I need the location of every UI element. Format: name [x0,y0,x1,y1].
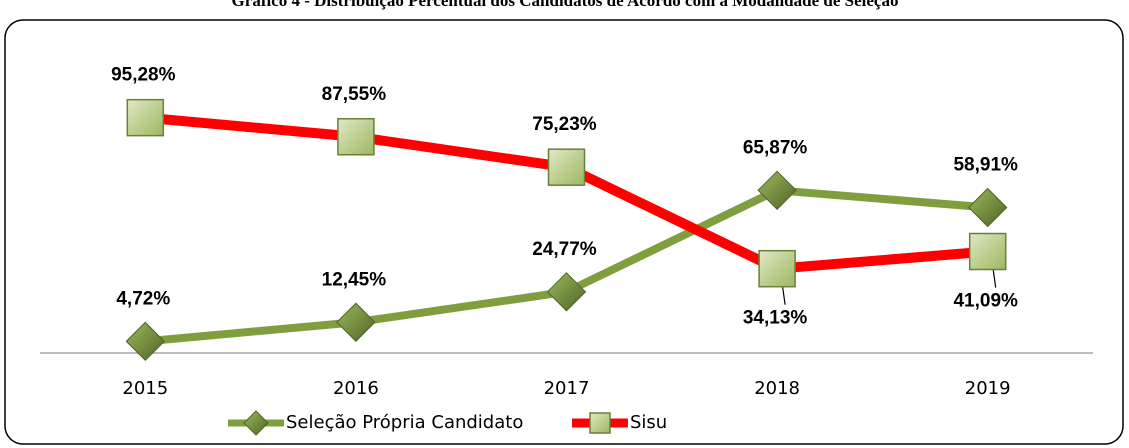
data-point [336,302,376,342]
data-point [546,272,587,312]
data-point [126,98,165,137]
data-label: 95,28% [111,65,176,86]
data-point [547,148,586,186]
data-label: 75,23% [532,114,597,135]
x-tick-label: 2019 [965,378,1011,399]
x-tick-label: 2015 [122,378,168,399]
data-point [968,232,1007,271]
data-label: 41,09% [953,291,1018,312]
chart-frame [4,19,1124,445]
data-label: 34,13% [743,308,808,329]
data-label: 12,45% [322,269,387,290]
data-point [125,321,166,362]
chart-title: Gráfico 4 - Distribuição Percentual dos … [232,0,899,10]
data-label: 24,77% [532,239,597,260]
x-tick-label: 2017 [544,378,590,399]
data-point [337,118,375,156]
x-tick-label: 2018 [754,378,800,399]
legend-marker [243,410,269,436]
data-label: 58,91% [953,155,1018,176]
data-point [967,187,1008,228]
legend-label: Sisu [630,412,667,433]
data-label: 65,87% [743,137,808,158]
x-tick-label: 2016 [333,378,379,399]
data-point [757,170,797,211]
data-label: 87,55% [322,84,387,105]
legend-label: Seleção Própria Candidato [286,412,523,433]
data-label: 4,72% [116,288,170,309]
legend-marker [589,412,611,434]
data-point [758,249,796,288]
